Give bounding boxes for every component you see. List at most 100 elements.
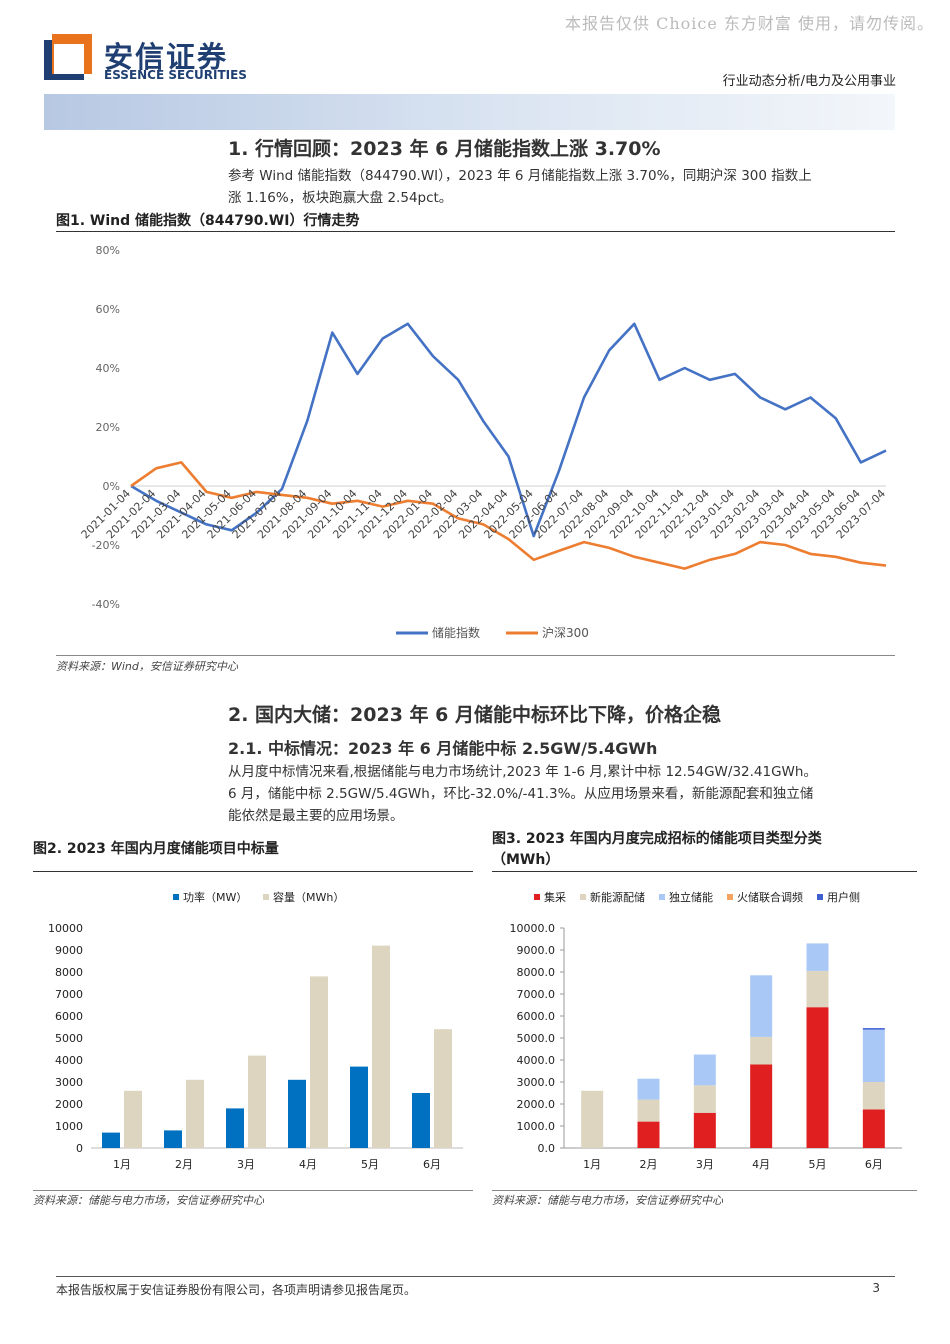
bar bbox=[186, 1079, 204, 1148]
monthly-bid-bar-chart: 0 1000 2000 3000 4000 5000 6000 7000 8000 9000 100… bbox=[48, 890, 463, 1171]
section2-body-line1: 从月度中标情况来看,根据储能与电力市场统计,2023 年 1-6 月,累计中标 … bbox=[228, 764, 817, 780]
stacked-bar-segment bbox=[693, 1054, 716, 1086]
y-tick-label: 9000 bbox=[55, 944, 83, 957]
figure3-title-line2: （MWh） bbox=[492, 852, 560, 868]
section1-title: 1. 行情回顾：2023 年 6 月储能指数上涨 3.70% bbox=[228, 138, 661, 160]
x-tick-label: 4月 bbox=[299, 1158, 317, 1171]
stacked-bar-segment bbox=[750, 1036, 773, 1065]
section2-title: 2. 国内大储：2023 年 6 月储能中标环比下降，价格企稳 bbox=[228, 704, 721, 726]
brand-name-en: ESSENCE SECURITIES bbox=[104, 68, 247, 82]
bar bbox=[164, 1130, 182, 1148]
figure2-title: 图2. 2023 年国内月度储能项目中标量 bbox=[33, 841, 279, 857]
legend-swatch bbox=[534, 894, 540, 900]
y-tick-label: 6000.0 bbox=[517, 1010, 556, 1023]
footer-rule bbox=[56, 1276, 895, 1277]
y-tick-label: 9000.0 bbox=[517, 944, 556, 957]
stacked-bar-segment bbox=[862, 1028, 885, 1030]
stacked-bar-segment bbox=[637, 1099, 660, 1122]
legend-swatch bbox=[580, 894, 586, 900]
y-tick-label: 5000.0 bbox=[517, 1032, 556, 1045]
x-tick-label: 3月 bbox=[237, 1158, 255, 1171]
header-band bbox=[44, 94, 895, 130]
y-tick-label: 20% bbox=[96, 421, 120, 434]
legend-swatch bbox=[659, 894, 665, 900]
y-tick-label: 4000.0 bbox=[517, 1054, 556, 1067]
x-tick-label: 5月 bbox=[361, 1158, 379, 1171]
y-tick-label: 0% bbox=[103, 480, 120, 493]
figure3-top-rule bbox=[492, 871, 917, 872]
x-tick-label: 1月 bbox=[113, 1158, 131, 1171]
legend-label: 集采 bbox=[544, 890, 566, 904]
bar bbox=[372, 945, 390, 1148]
legend-swatch bbox=[173, 894, 179, 900]
x-tick-label: 6月 bbox=[865, 1158, 883, 1171]
x-tick-label: 2月 bbox=[175, 1158, 193, 1171]
bar bbox=[288, 1079, 306, 1148]
figure3-source: 资料来源：储能与电力市场，安信证券研究中心 bbox=[492, 1194, 723, 1207]
section1-body-line1: 参考 Wind 储能指数（844790.WI），2023 年 6 月储能指数上涨… bbox=[228, 168, 812, 184]
legend-label: 火储联合调频 bbox=[737, 890, 803, 904]
y-tick-label: 0 bbox=[76, 1142, 83, 1155]
x-tick-label: 3月 bbox=[696, 1158, 714, 1171]
y-tick-label: 3000 bbox=[55, 1076, 83, 1089]
figure1-source: 资料来源：Wind，安信证券研究中心 bbox=[56, 660, 238, 673]
y-tick-label: 2000 bbox=[55, 1098, 83, 1111]
page-number: 3 bbox=[872, 1281, 880, 1295]
stacked-bar-segment bbox=[581, 1090, 604, 1148]
y-tick-label: 7000 bbox=[55, 988, 83, 1001]
y-tick-label: 2000.0 bbox=[517, 1098, 556, 1111]
figure1-title: 图1. Wind 储能指数（844790.WI）行情走势 bbox=[56, 213, 360, 229]
legend-label: 沪深300 bbox=[542, 626, 589, 640]
project-type-stacked-bar-chart: 0.0 1000.0 2000.0 3000.0 4000.0 5000.0 6000.0 7… bbox=[510, 890, 902, 1171]
stacked-bar-segment bbox=[862, 1029, 885, 1082]
x-tick-label: 2月 bbox=[640, 1158, 658, 1171]
x-tick-label: 4月 bbox=[752, 1158, 770, 1171]
bar bbox=[124, 1090, 142, 1148]
section1-body-line2: 涨 1.16%，板块跑赢大盘 2.54pct。 bbox=[228, 190, 453, 206]
bar bbox=[226, 1108, 244, 1148]
figure2-source: 资料来源：储能与电力市场，安信证券研究中心 bbox=[33, 1194, 264, 1207]
series-line-1 bbox=[130, 322, 887, 538]
stacked-bar-segment bbox=[693, 1085, 716, 1113]
y-tick-label: -20% bbox=[92, 539, 120, 552]
y-tick-label: 8000.0 bbox=[517, 966, 556, 979]
y-tick-label: 8000 bbox=[55, 966, 83, 979]
y-tick-label: 40% bbox=[96, 362, 120, 375]
legend-label: 功率（MW） bbox=[183, 890, 247, 904]
stacked-bar-segment bbox=[637, 1078, 660, 1100]
x-tick-label: 1月 bbox=[583, 1158, 601, 1171]
bar bbox=[434, 1029, 452, 1148]
stacked-bar-segment bbox=[862, 1082, 885, 1110]
x-tick-label: 6月 bbox=[423, 1158, 441, 1171]
stacked-bar-segment bbox=[806, 970, 829, 1008]
legend-label: 容量（MWh） bbox=[273, 890, 344, 904]
series-line-2 bbox=[130, 461, 887, 570]
figure3-bottom-rule bbox=[492, 1190, 917, 1191]
y-tick-label: 0.0 bbox=[538, 1142, 556, 1155]
bar bbox=[248, 1055, 266, 1148]
watermark: 本报告仅供 Choice 东方财富 使用，请勿传阅。 bbox=[565, 14, 934, 33]
bar bbox=[350, 1066, 368, 1148]
y-tick-label: -40% bbox=[92, 598, 120, 611]
legend-label: 新能源配储 bbox=[590, 890, 645, 904]
stacked-bar-segment bbox=[806, 1007, 829, 1148]
figure1-top-rule bbox=[56, 231, 895, 232]
legend-swatch bbox=[817, 894, 823, 900]
stacked-bar-segment bbox=[637, 1121, 660, 1148]
legend-label: 储能指数 bbox=[432, 625, 480, 640]
bar bbox=[412, 1093, 430, 1148]
bar bbox=[310, 976, 328, 1148]
y-tick-label: 80% bbox=[96, 244, 120, 257]
y-tick-label: 10000 bbox=[48, 922, 83, 935]
figure3-title-line1: 图3. 2023 年国内月度完成招标的储能项目类型分类 bbox=[492, 831, 822, 847]
y-tick-label: 3000.0 bbox=[517, 1076, 556, 1089]
section2-subtitle: 2.1. 中标情况：2023 年 6 月储能中标 2.5GW/5.4GWh bbox=[228, 739, 658, 758]
y-tick-label: 7000.0 bbox=[517, 988, 556, 1001]
stacked-bar-segment bbox=[693, 1112, 716, 1148]
y-tick-label: 6000 bbox=[55, 1010, 83, 1023]
brand-name-cn: 安信证券 bbox=[104, 40, 229, 74]
section2-body-line3: 能依然是最主要的应用场景。 bbox=[228, 808, 404, 824]
y-tick-label: 4000 bbox=[55, 1054, 83, 1067]
brand-logo-icon bbox=[44, 34, 92, 80]
legend-swatch bbox=[727, 894, 733, 900]
